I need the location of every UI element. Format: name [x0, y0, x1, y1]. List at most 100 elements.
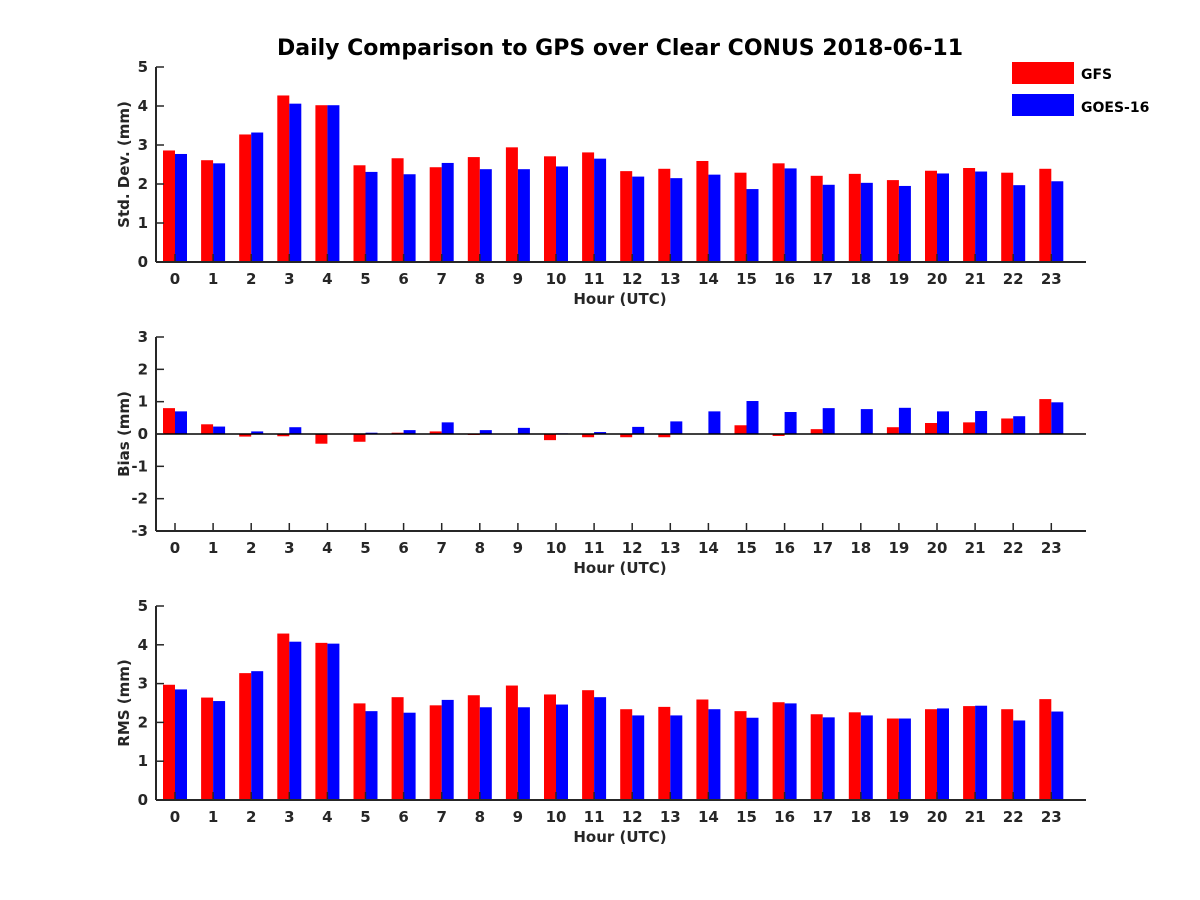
rms-xtick-label: 22 [1003, 808, 1024, 826]
bias-x-axis-label: Hour (UTC) [573, 559, 666, 577]
bias-bar-goes16-6 [403, 430, 416, 434]
stddev-xtick-label: 12 [622, 270, 643, 288]
bias-xtick-label: 4 [322, 539, 332, 557]
stddev-bar-goes16-23 [1051, 181, 1064, 262]
stddev-xtick-label: 5 [360, 270, 370, 288]
bias-bar-goes16-1 [213, 426, 226, 434]
bias-bar-gfs-21 [963, 422, 976, 434]
bias-bar-goes16-15 [746, 401, 759, 434]
rms-bar-gfs-16 [772, 702, 785, 800]
rms-bar-goes16-10 [556, 704, 568, 800]
rms-bar-goes16-8 [479, 707, 492, 800]
stddev-bar-gfs-12 [620, 171, 633, 262]
stddev-bar-goes16-13 [670, 178, 683, 262]
stddev-xtick-label: 0 [170, 270, 180, 288]
stddev-bar-gfs-17 [810, 175, 823, 262]
bias-ytick-label: -3 [131, 522, 148, 540]
stddev-bar-gfs-14 [696, 160, 709, 262]
stddev-ytick-label: 3 [138, 136, 148, 154]
rms-xtick-label: 17 [812, 808, 833, 826]
stddev-bar-gfs-5 [353, 165, 366, 262]
rms-bar-gfs-22 [1001, 709, 1014, 800]
stddev-xtick-label: 3 [284, 270, 294, 288]
rms-bar-gfs-17 [810, 714, 823, 800]
rms-bar-goes16-15 [746, 717, 759, 800]
bias-bar-gfs-15 [734, 425, 747, 434]
rms-bar-goes16-14 [708, 709, 721, 800]
bias-xtick-label: 8 [475, 539, 485, 557]
rms-bar-goes16-22 [1013, 720, 1026, 800]
bias-bar-goes16-18 [860, 409, 873, 434]
legend-label-goes16: GOES-16 [1081, 100, 1149, 116]
rms-ytick-label: 0 [138, 791, 148, 809]
rms-ytick-label: 2 [138, 713, 148, 731]
bias-xtick-label: 17 [812, 539, 833, 557]
bias-bar-goes16-8 [479, 430, 492, 434]
rms-ytick-label: 4 [138, 636, 148, 654]
bias-bar-gfs-20 [925, 423, 937, 434]
rms-xtick-label: 23 [1041, 808, 1062, 826]
bias-bar-gfs-23 [1039, 399, 1052, 434]
stddev-xtick-label: 18 [850, 270, 871, 288]
bias-bar-gfs-22 [1001, 418, 1014, 434]
rms-xtick-label: 2 [246, 808, 256, 826]
rms-xtick-label: 19 [888, 808, 909, 826]
bias-bar-gfs-3 [277, 434, 290, 437]
bias-xtick-label: 2 [246, 539, 256, 557]
bias-bar-gfs-0 [163, 408, 175, 434]
rms-bar-goes16-5 [365, 711, 378, 800]
bias-bar-goes16-12 [632, 426, 645, 434]
stddev-xtick-label: 8 [475, 270, 485, 288]
stddev-bar-gfs-2 [239, 134, 252, 262]
stddev-bar-gfs-9 [505, 147, 518, 262]
rms-bar-gfs-5 [353, 703, 366, 800]
stddev-bar-gfs-6 [391, 158, 404, 262]
bias-ytick-label: 0 [138, 425, 148, 443]
rms-bar-goes16-6 [403, 712, 416, 800]
bias-bar-gfs-4 [315, 434, 328, 444]
stddev-bar-gfs-3 [277, 95, 290, 262]
bias-bar-goes16-13 [670, 421, 683, 434]
rms-xtick-label: 9 [513, 808, 523, 826]
rms-xtick-label: 10 [546, 808, 567, 826]
rms-xtick-label: 1 [208, 808, 218, 826]
stddev-bar-gfs-10 [544, 156, 556, 262]
bias-bar-goes16-0 [175, 411, 187, 434]
rms-bar-goes16-3 [289, 641, 302, 800]
rms-bar-gfs-19 [886, 718, 899, 800]
rms-bar-gfs-11 [582, 690, 595, 800]
rms-bar-goes16-16 [784, 703, 797, 800]
stddev-bar-goes16-18 [860, 182, 873, 262]
rms-xtick-label: 3 [284, 808, 294, 826]
bias-xtick-label: 7 [436, 539, 446, 557]
rms-xtick-label: 21 [965, 808, 986, 826]
stddev-xtick-label: 15 [736, 270, 757, 288]
rms-xtick-label: 0 [170, 808, 180, 826]
rms-bar-gfs-13 [658, 706, 671, 800]
stddev-xtick-label: 10 [546, 270, 567, 288]
stddev-bar-gfs-22 [1001, 172, 1014, 262]
stddev-bar-gfs-0 [163, 150, 175, 262]
rms-bar-goes16-19 [898, 718, 911, 800]
bias-xtick-label: 0 [170, 539, 180, 557]
stddev-xtick-label: 20 [927, 270, 948, 288]
bias-xtick-label: 18 [850, 539, 871, 557]
stddev-bar-goes16-9 [517, 169, 530, 262]
bias-xtick-label: 19 [888, 539, 909, 557]
bias-bar-goes16-20 [937, 411, 949, 434]
rms-ytick-label: 1 [138, 752, 148, 770]
rms-bar-goes16-9 [517, 707, 530, 800]
stddev-bar-goes16-16 [784, 168, 797, 262]
stddev-bar-goes16-22 [1013, 185, 1026, 262]
stddev-ytick-label: 1 [138, 214, 148, 232]
bias-bar-gfs-10 [544, 434, 556, 441]
stddev-bar-goes16-14 [708, 174, 721, 262]
legend-label-gfs: GFS [1081, 67, 1112, 83]
rms-bar-goes16-0 [175, 689, 187, 800]
rms-y-axis-label: RMS (mm) [115, 659, 133, 746]
figure-title: Daily Comparison to GPS over Clear CONUS… [277, 36, 963, 61]
bias-bar-goes16-7 [441, 422, 454, 434]
